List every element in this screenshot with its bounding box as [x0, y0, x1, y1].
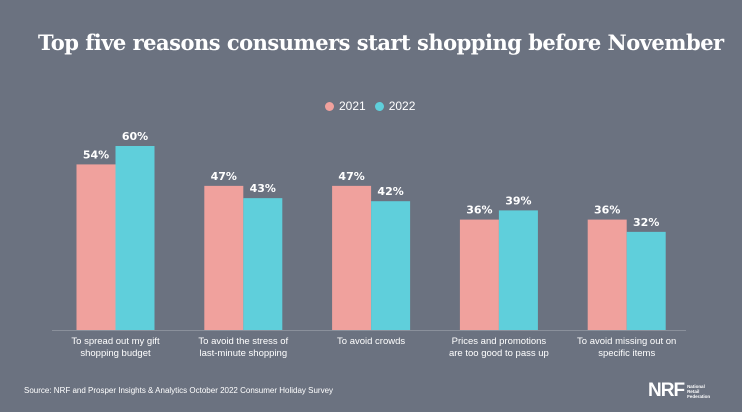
data-label: 39%	[505, 194, 531, 207]
data-label: 42%	[377, 185, 403, 198]
data-label: 54%	[83, 148, 109, 161]
bar-2021-1	[204, 185, 244, 330]
data-label: 60%	[122, 130, 148, 143]
category-label: To avoid the stress of	[198, 336, 288, 347]
legend-label-2021: 2021	[339, 99, 366, 113]
category-label: To avoid crowds	[337, 336, 405, 347]
chart-title: Top five reasons consumers start shoppin…	[38, 30, 724, 55]
data-label: 36%	[466, 204, 492, 217]
category-label: shopping budget	[80, 348, 151, 359]
data-label: 32%	[633, 216, 659, 229]
bar-2021-3	[459, 219, 499, 330]
bar-2022-1	[243, 198, 283, 330]
legend-swatch-2021	[325, 101, 334, 111]
category-label: specific items	[598, 348, 655, 359]
bar-2021-2	[332, 185, 372, 330]
legend-label-2022: 2022	[388, 99, 416, 113]
bar-2021-4	[587, 219, 627, 330]
category-label: are too good to pass up	[449, 348, 549, 359]
bar-2022-4	[626, 231, 666, 330]
data-label: 36%	[594, 204, 620, 217]
legend: 2021 2022	[325, 99, 415, 113]
category-label: To avoid missing out on	[577, 336, 676, 347]
bar-2021-0	[76, 164, 116, 330]
source-note: Source: NRF and Prosper Insights & Analy…	[24, 386, 334, 395]
bar-2022-2	[371, 201, 411, 330]
nrf-logo: NRF National Retail Federation	[648, 380, 711, 401]
data-label: 47%	[211, 170, 237, 183]
bar-2022-0	[115, 146, 155, 330]
category-label: Prices and promotions	[452, 336, 547, 347]
data-label: 47%	[338, 170, 364, 183]
category-label: last-minute shopping	[199, 348, 287, 359]
legend-swatch-2022	[374, 101, 384, 111]
category-label: To spread out my gift	[71, 336, 160, 347]
data-label: 43%	[250, 182, 276, 195]
bar-2022-3	[498, 210, 538, 330]
